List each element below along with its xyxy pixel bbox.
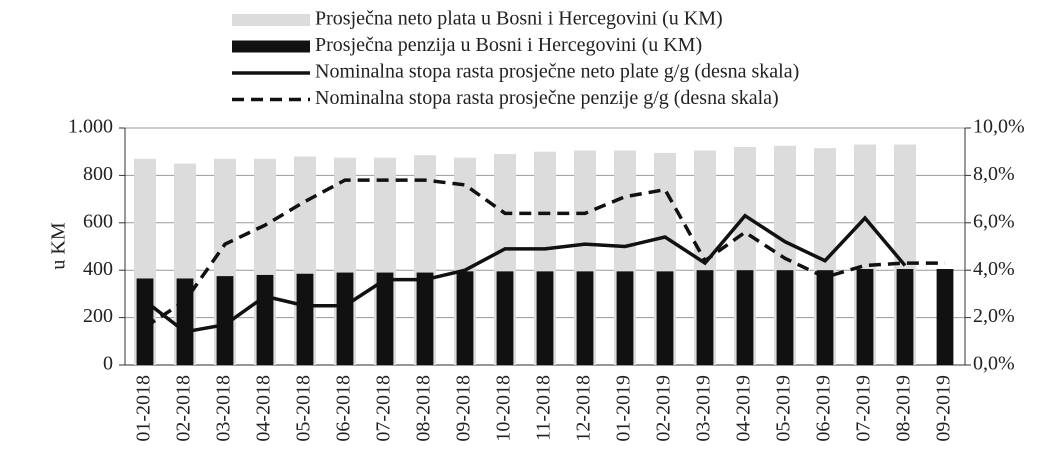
x-tick-label: 11-2018 [533, 375, 555, 441]
y2-tick-label: 10,0% [973, 116, 1025, 138]
bar [536, 271, 554, 365]
x-tick-label: 07-2018 [373, 375, 395, 442]
x-tick-label: 09-2018 [453, 375, 475, 442]
bar [576, 271, 594, 365]
x-tick-label: 06-2018 [333, 375, 355, 442]
bar [736, 270, 754, 365]
x-tick-label: 05-2019 [773, 375, 795, 442]
y-axis-label: u KM [48, 222, 70, 269]
y-tick-label: 200 [83, 305, 113, 327]
x-tick-label: 12-2018 [573, 375, 595, 442]
legend-label: Prosječna neto plata u Bosni i Hercegovi… [315, 8, 723, 30]
bar [656, 271, 674, 365]
bar [816, 270, 834, 365]
bar [336, 272, 354, 365]
bar [496, 271, 514, 365]
y-tick-label: 800 [83, 163, 113, 185]
bar [776, 270, 794, 365]
bar [416, 272, 434, 365]
legend-label: Prosječna penzija u Bosni i Hercegovini … [315, 34, 702, 56]
y-tick-label: 1.000 [68, 116, 113, 138]
x-tick-label: 06-2019 [813, 375, 835, 442]
bar [696, 270, 714, 365]
legend-swatch [232, 14, 310, 26]
x-tick-label: 10-2018 [493, 375, 515, 442]
x-tick-label: 02-2019 [653, 375, 675, 442]
y2-tick-label: 6,0% [973, 210, 1015, 232]
y-tick-label: 600 [83, 210, 113, 232]
y2-tick-label: 8,0% [973, 163, 1015, 185]
x-tick-label: 03-2018 [213, 375, 235, 442]
x-tick-label: 01-2019 [613, 375, 635, 442]
y-tick-label: 400 [83, 258, 113, 280]
x-tick-label: 08-2018 [413, 375, 435, 442]
x-tick-label: 09-2019 [933, 375, 955, 442]
bar [176, 278, 194, 365]
bar [256, 274, 274, 365]
y2-tick-label: 0,0% [973, 353, 1015, 375]
bar [296, 273, 314, 365]
y2-tick-label: 2,0% [973, 305, 1015, 327]
x-tick-label: 05-2018 [293, 375, 315, 442]
y-tick-label: 0 [103, 353, 113, 375]
bar [896, 269, 914, 365]
x-tick-label: 02-2018 [173, 375, 195, 442]
bar [376, 272, 394, 365]
bar [136, 278, 154, 365]
line [144, 178, 945, 329]
bar [456, 271, 474, 365]
bar [216, 276, 234, 365]
legend-swatch [232, 40, 310, 53]
bar [616, 271, 634, 365]
x-tick-label: 07-2019 [853, 375, 875, 442]
y2-tick-label: 4,0% [973, 258, 1015, 280]
x-tick-label: 04-2018 [253, 375, 275, 442]
x-tick-label: 03-2019 [693, 375, 715, 442]
x-tick-label: 08-2019 [893, 375, 915, 442]
legend-label: Nominalna stopa rasta prosječne penzije … [315, 87, 779, 109]
legend-label: Nominalna stopa rasta prosječne neto pla… [315, 61, 799, 83]
x-tick-label: 01-2018 [133, 375, 155, 442]
bar [936, 269, 954, 365]
line [143, 213, 907, 334]
x-tick-label: 04-2019 [733, 375, 755, 442]
bar [856, 269, 874, 365]
